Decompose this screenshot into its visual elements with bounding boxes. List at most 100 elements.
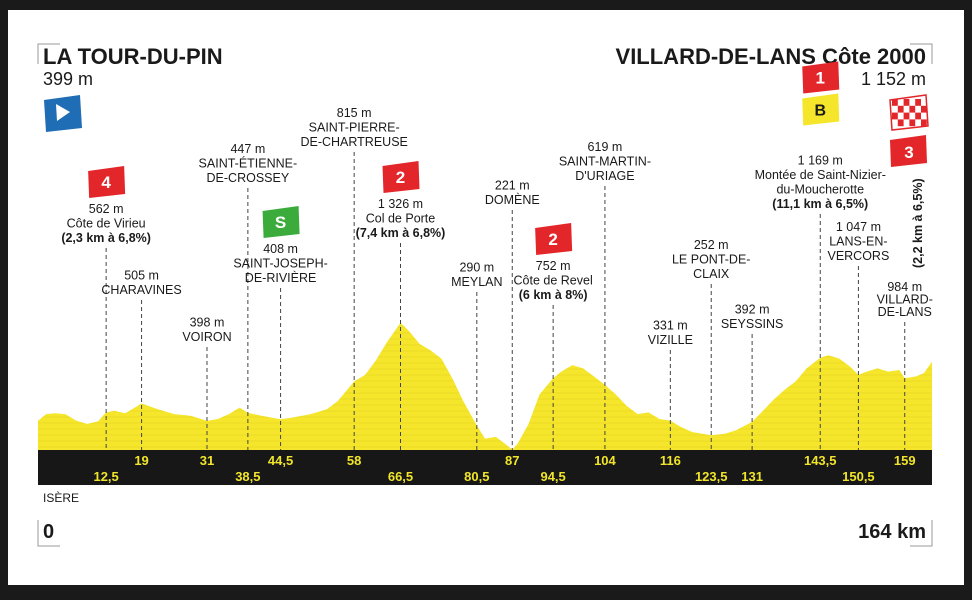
waypoint-altitude: 447 m xyxy=(230,142,265,156)
distance-tick-label: 38,5 xyxy=(235,469,260,484)
waypoint-label: LE PONT-DE- xyxy=(672,253,751,267)
frame-corner-bottom-right xyxy=(910,520,933,547)
distance-tick-label: 44,5 xyxy=(268,453,293,468)
waypoint-altitude: 1 047 m xyxy=(836,220,881,234)
waypoint-label: Montée de Saint-Nizier- xyxy=(755,168,886,182)
waypoint-label: DE-RIVIÈRE xyxy=(245,270,317,285)
waypoint-altitude: 221 m xyxy=(495,179,530,193)
waypoint-label: (6 km à 8%) xyxy=(519,288,588,302)
waypoint-label: SAINT-ÉTIENNE- xyxy=(199,156,298,171)
distance-tick-label: 87 xyxy=(505,453,519,468)
distance-tick-label: 12,5 xyxy=(93,469,118,484)
final-climb-badge-icon: 3 xyxy=(890,135,927,167)
waypoint-altitude: 331 m xyxy=(653,319,688,333)
sprint-badge-icon: S xyxy=(262,206,300,238)
frame-corner-right xyxy=(910,43,933,64)
start-altitude: 399 m xyxy=(43,69,93,89)
distance-tick-label: 131 xyxy=(741,469,763,484)
distance-tick-label: 94,5 xyxy=(540,469,565,484)
waypoint-label: (11,1 km à 6,5%) xyxy=(772,197,868,211)
waypoint-altitude: 1 326 m xyxy=(378,197,423,211)
badge-text: 2 xyxy=(548,230,557,249)
badge-text: 4 xyxy=(101,173,111,192)
region-label: ISÈRE xyxy=(43,490,79,505)
final-climb-info: (2,2 km à 6,5%) xyxy=(911,178,925,268)
waypoint-altitude: 619 m xyxy=(588,140,623,154)
waypoint-altitude: 984 m xyxy=(887,280,922,294)
badge-text: S xyxy=(275,213,286,232)
waypoint-altitude: 562 m xyxy=(89,202,124,216)
distance-tick-label: 66,5 xyxy=(388,469,413,484)
distance-tick-label: 58 xyxy=(347,453,361,468)
final-climb-label: (2,2 km à 6,5%) xyxy=(911,178,925,268)
waypoint-altitude: 398 m xyxy=(190,316,225,330)
frame-corner-bottom-left xyxy=(37,520,60,547)
distance-start: 0 xyxy=(43,521,54,543)
bonus-text: B xyxy=(814,103,826,120)
waypoint-altitude: 1 169 m xyxy=(798,154,843,168)
badge-text: 2 xyxy=(396,168,405,187)
waypoint-label: CLAIX xyxy=(693,267,730,281)
waypoint-altitude: 392 m xyxy=(735,303,770,317)
waypoint-label: DE-CHARTREUSE xyxy=(300,135,407,149)
waypoint-label: VILLARD- xyxy=(877,293,933,307)
waypoint-label: SAINT-JOSEPH- xyxy=(233,257,327,271)
waypoint-label: LANS-EN- xyxy=(829,235,887,249)
waypoint-label: VIZILLE xyxy=(648,333,693,347)
distance-tick-label: 143,5 xyxy=(804,453,837,468)
distance-tick-label: 80,5 xyxy=(464,469,489,484)
waypoint-label: VERCORS xyxy=(827,249,889,263)
waypoint-label: DE-CROSSEY xyxy=(207,171,290,185)
distance-tick-label: 159 xyxy=(894,453,916,468)
distance-tick-label: 123,5 xyxy=(695,469,728,484)
waypoint-label: D'URIAGE xyxy=(575,169,634,183)
waypoint-label: SEYSSINS xyxy=(721,317,784,331)
waypoint-label: VOIRON xyxy=(182,330,231,344)
waypoint-altitude: 815 m xyxy=(337,106,372,120)
waypoint-km-123-5: 252 mLE PONT-DE-CLAIX xyxy=(672,238,751,450)
waypoint-label: Col de Porte xyxy=(366,212,436,226)
elevation-profile-area xyxy=(38,322,932,450)
waypoint-altitude: 752 m xyxy=(536,259,571,273)
waypoint-altitude: 252 m xyxy=(694,238,729,252)
start-flag-icon xyxy=(44,95,82,132)
waypoint-label: Côte de Revel xyxy=(514,274,593,288)
waypoint-label: CHARAVINES xyxy=(101,283,181,297)
frame-corner-left xyxy=(37,43,60,64)
badge-text: 3 xyxy=(904,143,913,162)
finish-altitude: 1 152 m xyxy=(861,69,926,89)
waypoint-altitude: 505 m xyxy=(124,269,159,283)
climb-category-badge-icon: 2 xyxy=(382,161,420,193)
distance-tick-label: 104 xyxy=(594,453,616,468)
finish-town: VILLARD-DE-LANS Côte 2000 xyxy=(616,44,926,69)
distance-total: 164 km xyxy=(858,521,926,543)
waypoint-altitude: 290 m xyxy=(459,261,494,275)
bonus-badge-icon: B xyxy=(802,93,840,126)
climb-category-badge-icon: 1 xyxy=(802,61,840,94)
distance-axis-band xyxy=(38,450,932,485)
waypoint-label: SAINT-PIERRE- xyxy=(309,121,400,135)
distance-tick-label: 19 xyxy=(134,453,148,468)
start-town: LA TOUR-DU-PIN xyxy=(43,44,223,69)
waypoint-label: DOMÈNE xyxy=(485,192,540,207)
waypoint-label: Côte de Virieu xyxy=(67,217,146,231)
finish-flag-icon xyxy=(889,94,929,131)
waypoint-label: (7,4 km à 6,8%) xyxy=(356,226,446,240)
waypoint-label: (2,3 km à 6,8%) xyxy=(61,231,151,245)
